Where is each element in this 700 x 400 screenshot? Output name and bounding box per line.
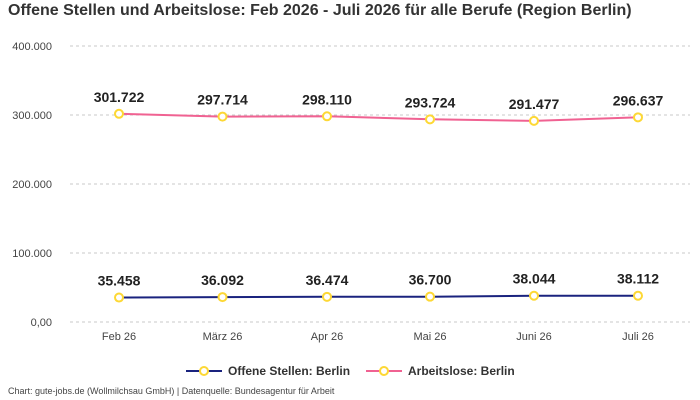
data-label: 36.092: [201, 272, 244, 288]
y-tick-label: 0,00: [31, 317, 52, 329]
y-tick-label: 200.000: [12, 179, 52, 191]
data-point: [322, 291, 332, 302]
data-label: 36.700: [409, 272, 452, 288]
data-point: [529, 115, 539, 126]
data-point: [322, 111, 332, 122]
legend-marker-1: [199, 366, 209, 376]
data-label: 301.722: [94, 89, 145, 105]
grid-lines: [70, 45, 690, 323]
data-label: 36.474: [306, 272, 349, 288]
series-line-1: [118, 294, 638, 299]
legend-marker-2: [379, 366, 389, 376]
legend-label-1: Offene Stellen: Berlin: [228, 364, 350, 378]
data-point: [217, 111, 228, 122]
data-point: [633, 112, 643, 123]
data-label: 38.112: [617, 271, 659, 287]
chart-title: Offene Stellen und Arbeitslose: Feb 2026…: [8, 2, 632, 19]
source-note: Chart: gute-jobs.de (Wollmilchsau GmbH) …: [8, 386, 335, 396]
data-label: 38.044: [513, 271, 556, 287]
x-tick-label: Juli 26: [622, 331, 654, 343]
x-tick-label: Apr 26: [311, 331, 343, 343]
data-point: [425, 114, 435, 125]
x-axis-ticks: Feb 26 März 26 Apr 26 Mai 26 Juni 26 Juli 26: [102, 331, 654, 343]
x-tick-label: März 26: [203, 331, 243, 343]
legend: Offene Stellen: Berlin Arbeitslose: Berli…: [186, 364, 515, 378]
series-line-2: [118, 112, 639, 122]
data-label: 35.458: [98, 273, 141, 289]
data-label: 297.714: [197, 92, 248, 108]
legend-label-2: Arbeitslose: Berlin: [408, 364, 515, 378]
data-point: [114, 108, 124, 119]
data-label: 293.724: [405, 94, 456, 110]
data-labels: 35.458 36.092 36.474 36.700 38.044 38.112 301.…: [94, 89, 664, 289]
x-tick-label: Juni 26: [516, 331, 551, 343]
data-label: 296.637: [613, 92, 664, 108]
data-point: [633, 290, 643, 301]
data-point: [114, 292, 124, 303]
x-tick-label: Mai 26: [413, 331, 446, 343]
data-label: 291.477: [509, 96, 560, 112]
data-point: [217, 292, 228, 303]
data-point: [425, 291, 435, 302]
y-axis-ticks: 0,00 100.000 200.000 300.000 400.000: [12, 41, 52, 329]
data-label: 298.110: [302, 91, 352, 107]
series-layer: [114, 108, 643, 303]
y-tick-label: 100.000: [12, 248, 52, 260]
x-tick-label: Feb 26: [102, 331, 136, 343]
y-tick-label: 300.000: [12, 110, 52, 122]
y-tick-label: 400.000: [12, 41, 52, 53]
data-point: [529, 290, 539, 301]
